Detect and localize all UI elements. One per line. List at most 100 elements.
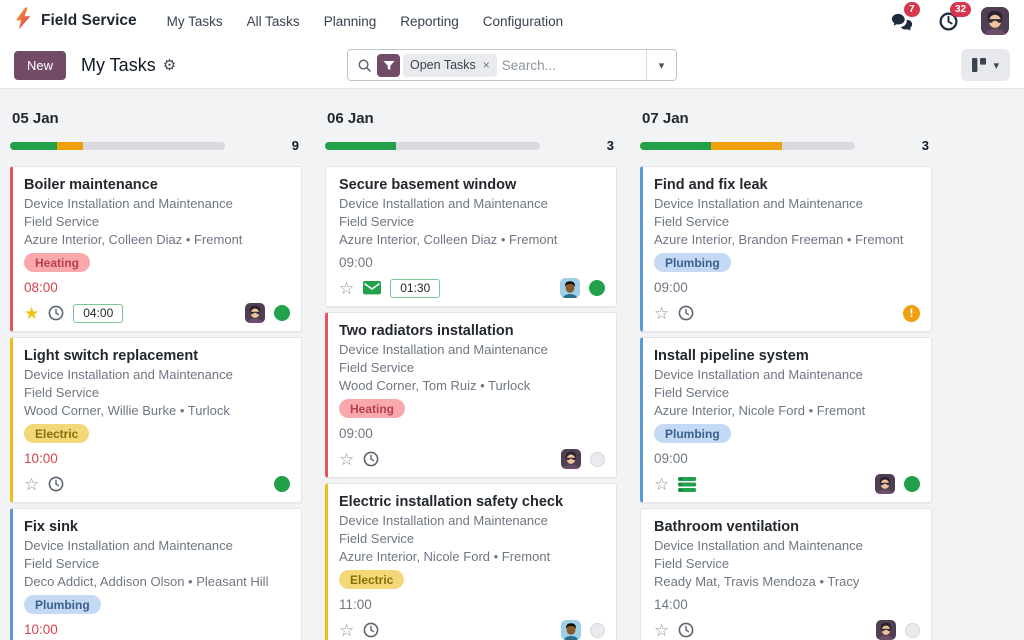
task-card[interactable]: Secure basement window Device Installati… [325,166,617,307]
status-dot-gray[interactable] [590,622,605,638]
task-card[interactable]: Bathroom ventilation Device Installation… [640,508,932,640]
search-dropdown-caret-icon[interactable]: ▾ [646,50,676,80]
task-service: Field Service [339,360,415,375]
task-time: 09:00 [654,451,688,466]
task-time: 08:00 [24,280,58,295]
task-customer: Azure Interior, Colleen Diaz • Fremont [339,232,558,247]
star-icon[interactable]: ☆ [654,620,670,640]
status-dot-green[interactable] [589,280,605,296]
task-project: Device Installation and Maintenance [24,196,233,211]
status-dot-green[interactable] [274,476,290,492]
task-service: Field Service [24,556,100,571]
warning-icon[interactable]: ! [903,304,920,322]
progress-orange-segment[interactable] [710,141,782,150]
clock-icon[interactable] [363,451,379,467]
menu-my-tasks[interactable]: My Tasks [166,13,223,29]
user-avatar[interactable] [981,7,1009,35]
status-dot-green[interactable] [274,305,290,321]
task-customer: Wood Corner, Willie Burke • Turlock [24,403,230,418]
menu-planning[interactable]: Planning [323,13,377,29]
task-customer: Wood Corner, Tom Ruiz • Turlock [339,378,531,393]
column-progressbar[interactable] [640,141,855,150]
task-title: Boiler maintenance [24,177,158,193]
tag-heating: Heating [24,253,91,272]
assignee-avatar[interactable] [875,474,895,494]
activities-icon[interactable]: 32 [935,2,972,34]
progress-orange-segment[interactable] [57,141,84,150]
task-time: 10:00 [24,451,58,466]
column-count: 3 [606,138,614,153]
control-bar: New My Tasks ⚙ Open Tasks × Search... ▾ … [0,42,1024,89]
clock-icon[interactable] [363,622,379,638]
column-progressbar[interactable] [10,141,225,150]
view-caret-icon: ▾ [993,59,999,72]
search-box[interactable]: Open Tasks × Search... ▾ [347,49,677,81]
list-icon[interactable] [678,477,696,492]
clock-icon[interactable] [678,622,694,638]
task-card[interactable]: Boiler maintenance Device Installation a… [10,166,302,332]
star-icon[interactable]: ☆ [654,474,670,494]
search-facet[interactable]: Open Tasks × [377,53,497,77]
task-card[interactable]: Two radiators installation Device Instal… [325,312,617,478]
column-count: 3 [921,138,929,153]
task-service: Field Service [654,385,730,400]
task-time: 09:00 [339,255,373,270]
star-icon[interactable]: ☆ [339,620,355,640]
task-title: Electric installation safety check [339,494,564,510]
star-icon[interactable]: ☆ [654,303,670,323]
envelope-icon[interactable] [363,281,381,295]
tag-plumbing: Plumbing [24,595,101,614]
search-input[interactable]: Search... [501,57,556,73]
app-brand[interactable]: Field Service [15,7,137,35]
progress-green-segment[interactable] [10,141,58,150]
assignee-avatar[interactable] [876,620,896,640]
progress-green-segment[interactable] [325,141,396,150]
task-card[interactable]: Fix sink Device Installation and Mainten… [10,508,302,640]
task-service: Field Service [339,214,415,229]
star-icon[interactable]: ★ [24,303,40,323]
task-card[interactable]: Install pipeline system Device Installat… [640,337,932,503]
assignee-avatar[interactable] [245,303,265,323]
tag-heating: Heating [339,399,406,418]
column-progressbar[interactable] [325,141,540,150]
status-dot-gray[interactable] [590,451,605,467]
clock-icon[interactable] [48,305,64,321]
app-name: Field Service [41,12,137,29]
new-button[interactable]: New [14,50,67,80]
task-customer: Azure Interior, Nicole Ford • Fremont [654,403,866,418]
task-customer: Azure Interior, Nicole Ford • Fremont [339,549,551,564]
task-title: Bathroom ventilation [654,519,800,535]
task-card[interactable]: Electric installation safety check Devic… [325,483,617,640]
task-time: 09:00 [339,426,373,441]
task-project: Device Installation and Maintenance [339,342,548,357]
tag-electric: Electric [24,424,90,443]
star-icon[interactable]: ☆ [24,474,40,494]
star-icon[interactable]: ☆ [339,278,355,298]
progress-green-segment[interactable] [640,141,711,150]
task-project: Device Installation and Maintenance [24,367,233,382]
tag-electric: Electric [339,570,405,589]
task-card[interactable]: Find and fix leak Device Installation an… [640,166,932,332]
kanban-view-icon [972,58,986,72]
assignee-avatar[interactable] [561,620,581,640]
task-card[interactable]: Light switch replacement Device Installa… [10,337,302,503]
clock-icon[interactable] [48,476,64,492]
messages-icon[interactable]: 7 [889,2,920,34]
top-navbar: Field Service My Tasks All Tasks Plannin… [0,0,1024,42]
clock-icon[interactable] [678,305,694,321]
kanban-view-switcher[interactable]: ▾ [961,49,1010,81]
menu-reporting[interactable]: Reporting [400,13,459,29]
status-dot-green[interactable] [904,476,920,492]
status-dot-gray[interactable] [905,622,920,638]
menu-all-tasks[interactable]: All Tasks [246,13,300,29]
menu-configuration[interactable]: Configuration [482,13,564,29]
facet-remove-icon[interactable]: × [482,58,490,72]
app-logo-icon [15,7,32,35]
star-icon[interactable]: ☆ [339,449,355,469]
search-icon [357,58,372,73]
gear-icon[interactable]: ⚙ [162,56,177,74]
task-customer: Azure Interior, Brandon Freeman • Fremon… [654,232,904,247]
assignee-avatar[interactable] [560,278,580,298]
task-customer: Deco Addict, Addison Olson • Pleasant Hi… [24,574,269,589]
assignee-avatar[interactable] [561,449,581,469]
